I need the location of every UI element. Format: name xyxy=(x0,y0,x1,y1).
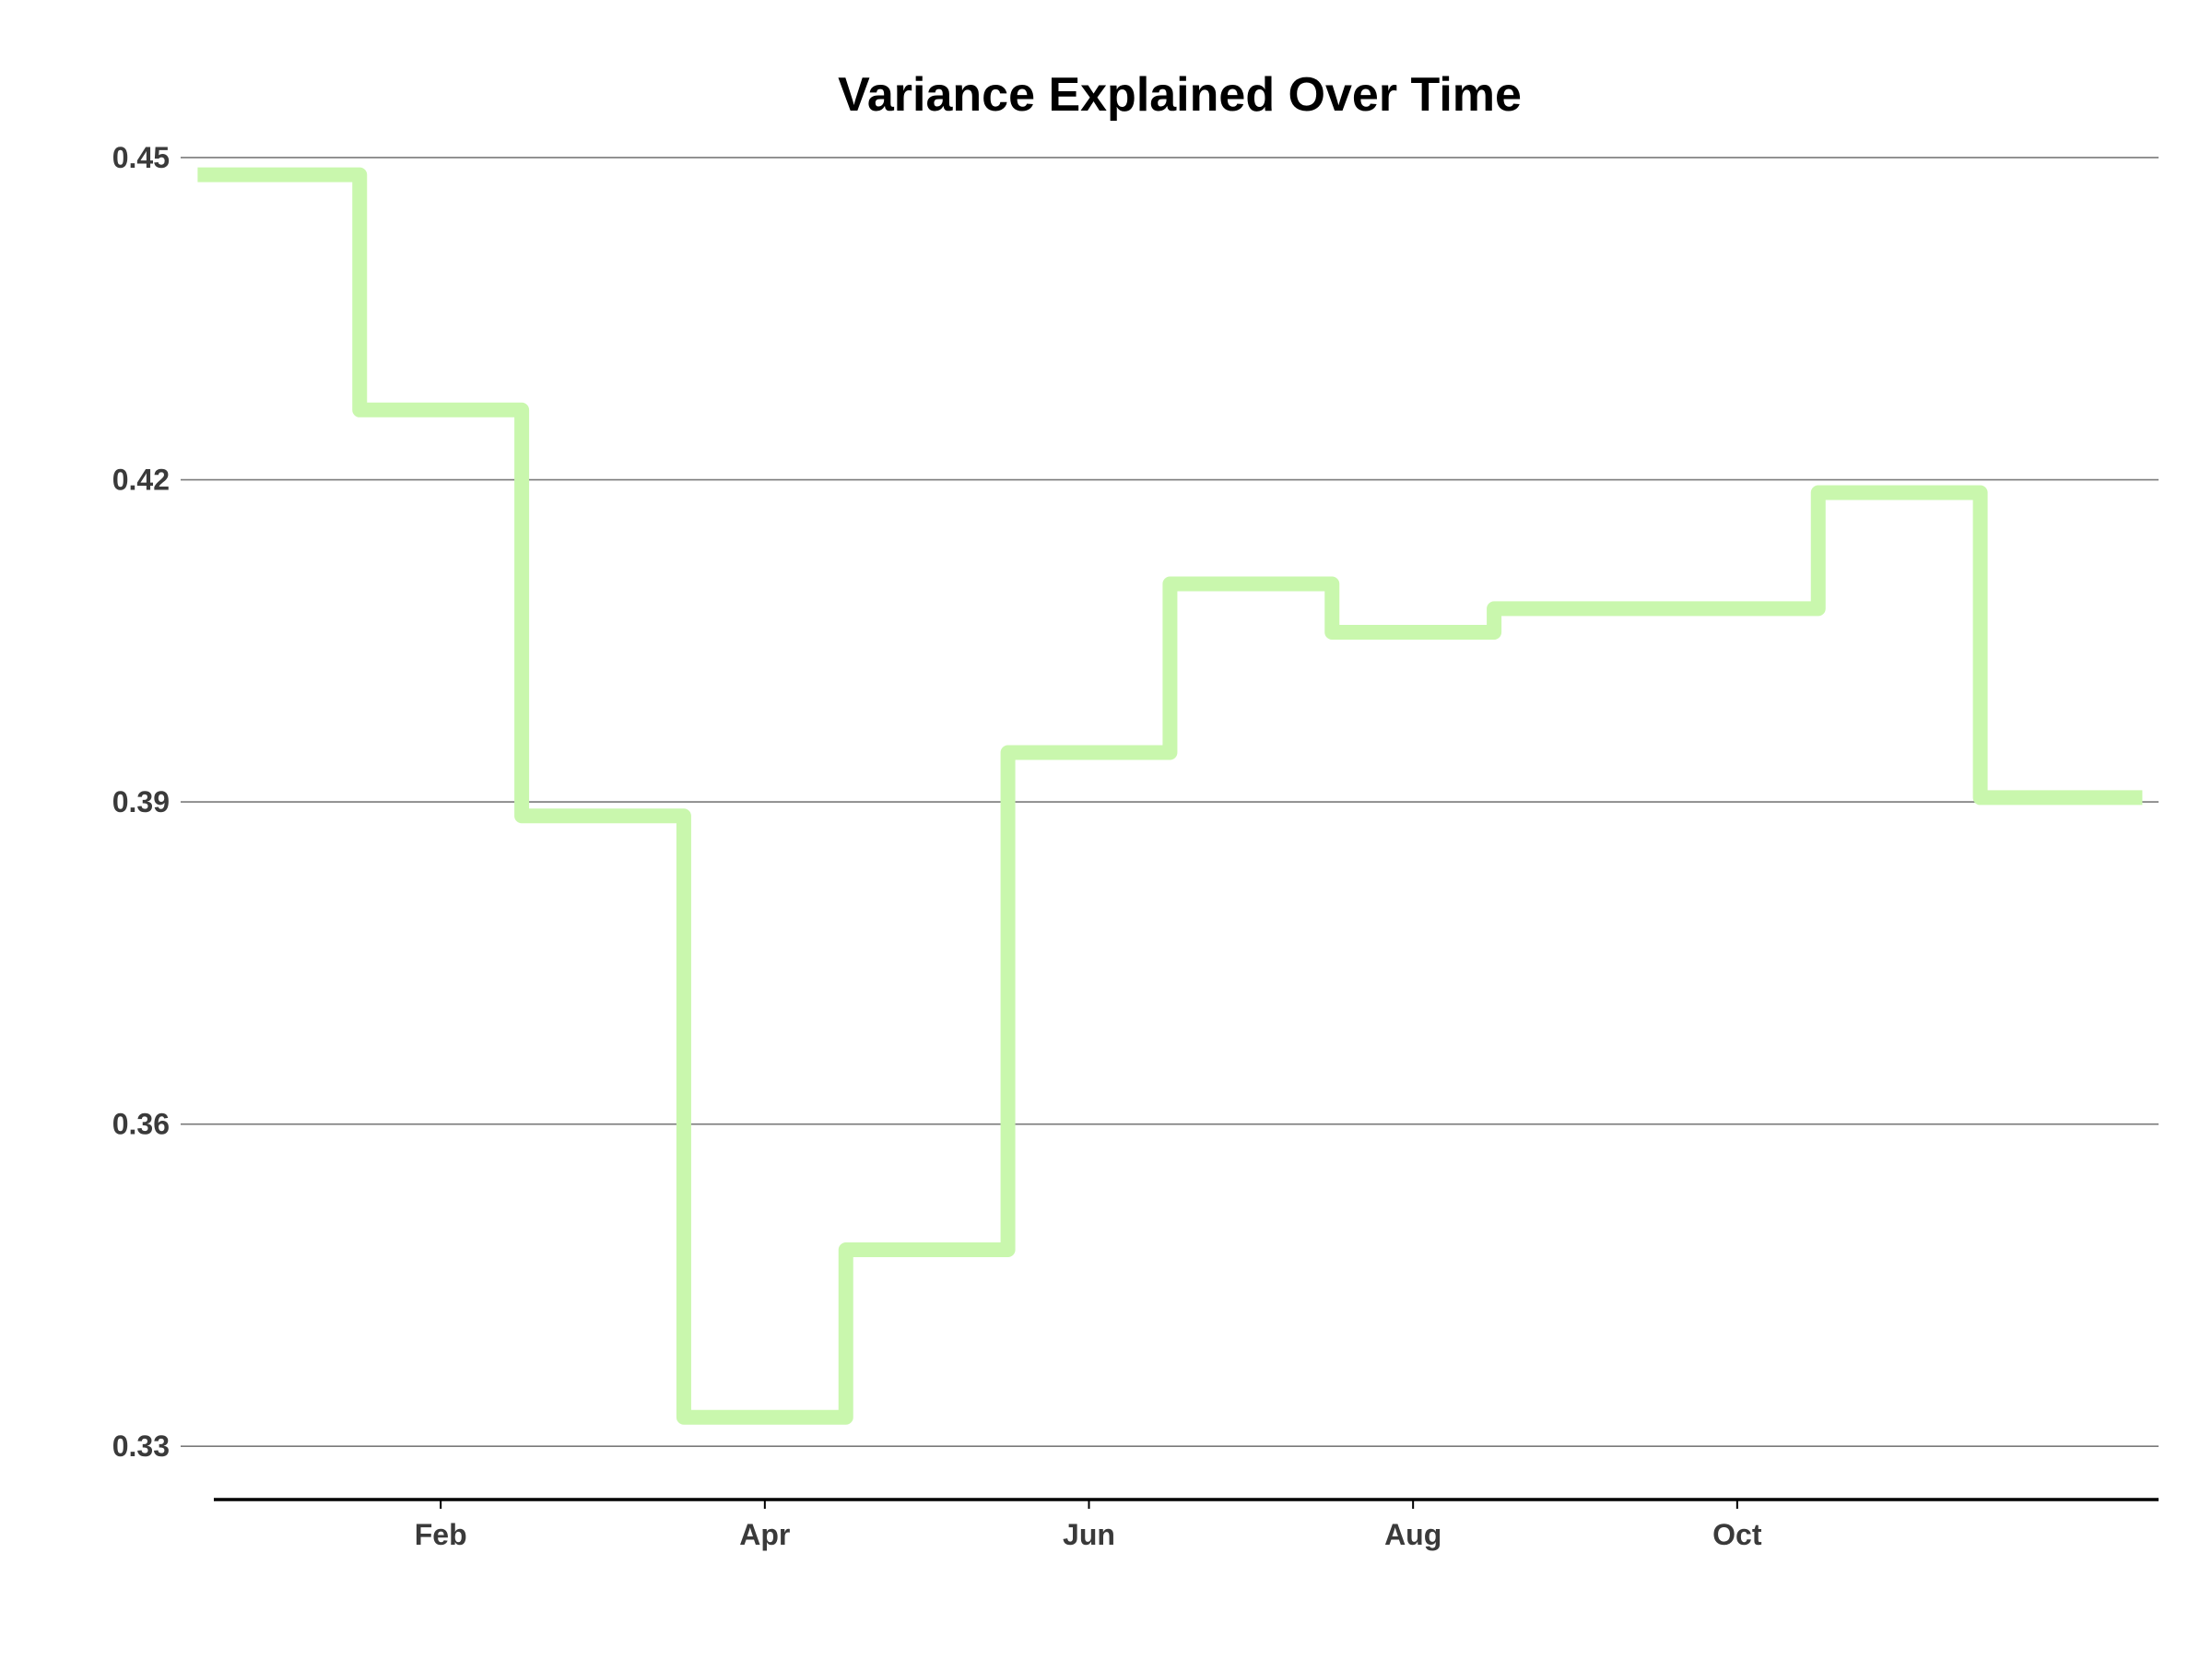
data-point-0-5 xyxy=(1087,749,1092,755)
data-point-0-11 xyxy=(2059,794,2065,800)
data-point-0-7 xyxy=(1410,629,1416,635)
data-point-0-6 xyxy=(1248,582,1253,587)
x-tick-label-2: Jun xyxy=(1063,1518,1115,1551)
y-tick-label-4: 0.45 xyxy=(112,141,170,174)
y-tick-label-2: 0.39 xyxy=(112,785,170,818)
data-point-0-8 xyxy=(1572,606,1578,611)
series-line-0 xyxy=(197,167,2143,1425)
y-tick-label-3: 0.42 xyxy=(112,464,170,497)
x-tick-label-4: Oct xyxy=(1712,1518,1762,1551)
x-tick-labels: Feb Apr Jun Aug Oct xyxy=(415,1518,1762,1551)
data-point-0-2 xyxy=(600,813,606,818)
x-tick-label-0: Feb xyxy=(415,1518,467,1551)
data-point-0-9 xyxy=(1735,606,1740,611)
y-tick-label-0: 0.33 xyxy=(112,1430,170,1463)
data-point-0-10 xyxy=(1897,490,1902,496)
grid-layer xyxy=(181,157,2159,1448)
data-point-0-1 xyxy=(438,407,443,413)
data-point-0-0 xyxy=(276,172,281,178)
y-tick-label-1: 0.36 xyxy=(112,1108,170,1141)
x-tick-label-1: Apr xyxy=(739,1518,790,1551)
data-point-0-4 xyxy=(924,1247,930,1253)
series-layer xyxy=(197,167,2143,1425)
chart-title: Variance Explained Over Time xyxy=(838,68,1522,122)
y-tick-labels: 0.33 0.36 0.39 0.42 0.45 xyxy=(112,141,170,1463)
data-point-0-3 xyxy=(762,1415,768,1420)
axis-layer xyxy=(214,1498,2159,1509)
x-tick-label-3: Aug xyxy=(1384,1518,1441,1551)
